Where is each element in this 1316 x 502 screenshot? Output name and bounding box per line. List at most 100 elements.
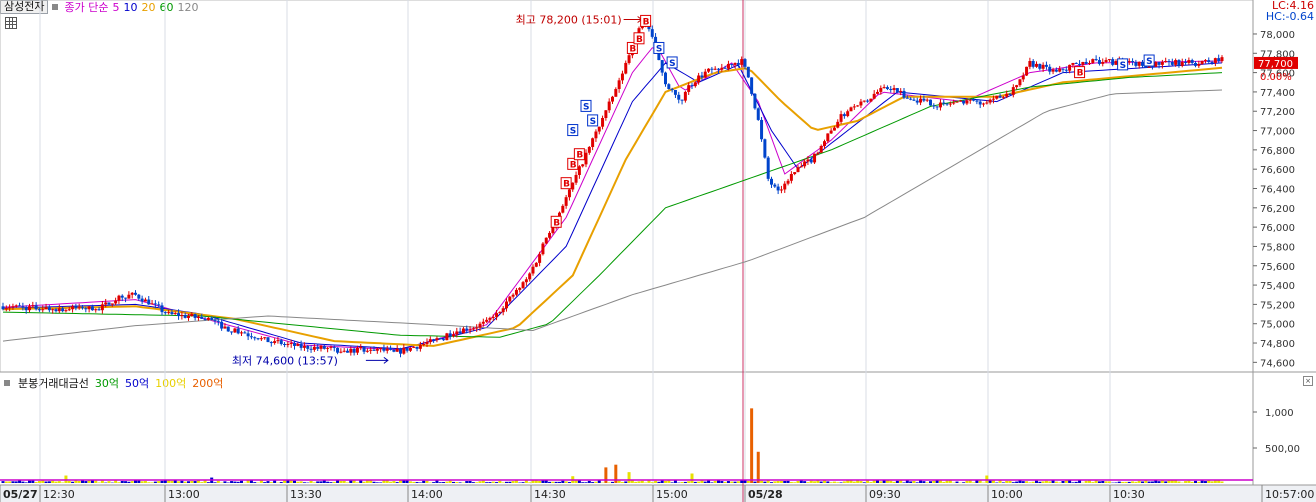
volume-bar [670, 482, 674, 483]
volume-bar [548, 481, 552, 483]
volume-bar [630, 480, 634, 483]
ma-period-60[interactable]: 60 [159, 0, 174, 14]
volume-bar [823, 480, 826, 483]
volume-bar [332, 481, 336, 483]
candle-body [806, 159, 810, 162]
candle-body [919, 98, 923, 103]
candle-body [187, 315, 190, 318]
volume-bar [882, 480, 886, 483]
candle-body [1131, 61, 1135, 63]
candle-body [1025, 66, 1029, 76]
volume-bar [269, 482, 273, 483]
candle-body [485, 319, 489, 322]
candle-body [862, 100, 866, 102]
volume-bar [28, 480, 31, 483]
candle-body [495, 313, 499, 317]
candle-body [620, 73, 624, 81]
candle-body [654, 36, 658, 47]
volume-bar [809, 480, 813, 483]
volume-bar [1054, 481, 1058, 483]
volume-bar [697, 481, 701, 483]
volume-bar [471, 482, 475, 483]
volume-bar [322, 480, 326, 483]
volume-bar [47, 481, 51, 483]
candle-body [501, 308, 505, 313]
volume-bars [0, 408, 1253, 483]
buy-signal-marker [573, 148, 585, 161]
candle-body [1167, 61, 1171, 63]
time-axis-band [0, 485, 1316, 502]
candle-body [717, 68, 720, 70]
sell-signal-marker [567, 124, 579, 137]
candle-body [985, 102, 989, 104]
volume-bar [912, 481, 916, 483]
volume-bar [1064, 480, 1068, 483]
current-change-label: 0.00% [1260, 72, 1292, 83]
candle-body [1170, 61, 1174, 65]
volume-bar [1001, 482, 1005, 483]
candle-body [962, 100, 966, 104]
candle-body [849, 107, 853, 112]
candle-body [1137, 61, 1141, 66]
volume-bar [687, 481, 691, 483]
volume-bar [521, 482, 525, 483]
volume-bar [637, 481, 641, 483]
volume-bar [177, 481, 181, 483]
candle-body [561, 205, 565, 213]
ma-period-120[interactable]: 120 [177, 0, 199, 14]
candle-body [1200, 61, 1204, 64]
candle-body [1074, 62, 1078, 64]
buy-signal-label: B [1077, 69, 1084, 79]
volume-bar [750, 408, 754, 483]
volume-bar [1170, 480, 1174, 483]
ma-line-120 [2, 89, 1223, 342]
candle-body [677, 94, 681, 100]
candle-body [1144, 65, 1148, 68]
moving-average-lines [2, 47, 1223, 351]
volume-bar [793, 482, 797, 483]
candle-body [1187, 60, 1191, 63]
ma-period-10[interactable]: 10 [123, 0, 138, 14]
candle-body [581, 164, 585, 167]
price-tick-label: 75,400 [1260, 281, 1295, 292]
candle-body [707, 68, 711, 72]
volume-bar [594, 481, 598, 483]
close-icon[interactable]: × [1303, 376, 1313, 386]
volume-bar [770, 482, 773, 483]
volume-bar [713, 480, 717, 483]
candle-body [147, 299, 151, 305]
volume-bar [399, 480, 402, 483]
volume-bar [842, 481, 846, 483]
volume-bar [263, 482, 267, 483]
stock-name-button[interactable]: 삼성전자 [0, 0, 49, 14]
volume-bar [309, 480, 313, 483]
candle-body [1064, 69, 1068, 71]
candle-body [34, 305, 38, 310]
volume-bar [1117, 481, 1121, 483]
volume-title: 분봉거래대금선 [18, 377, 89, 390]
candle-body [952, 102, 956, 104]
candle-body [379, 347, 383, 349]
volume-bar [150, 482, 154, 483]
volume-bar [346, 482, 349, 483]
volume-bar [1094, 480, 1098, 483]
candle-body [760, 119, 764, 140]
sell-signal-label: S [669, 59, 675, 69]
candle-body [461, 328, 465, 334]
candle-body [468, 329, 472, 331]
volume-bar [107, 481, 111, 483]
candle-body [104, 302, 108, 305]
volume-bar [412, 481, 416, 483]
volume-bar [1041, 481, 1045, 483]
grid-icon[interactable] [5, 17, 17, 29]
volume-bar [143, 480, 147, 483]
volume-bar [703, 481, 707, 483]
volume-bar [302, 482, 306, 483]
candle-body [650, 29, 654, 37]
candle-body [1041, 64, 1045, 69]
buy-signal-marker [1074, 66, 1086, 79]
candle-body [432, 339, 436, 341]
ma-period-20[interactable]: 20 [141, 0, 156, 14]
ma-period-5[interactable]: 5 [112, 0, 120, 14]
price-tick-label: 77,800 [1260, 49, 1295, 60]
